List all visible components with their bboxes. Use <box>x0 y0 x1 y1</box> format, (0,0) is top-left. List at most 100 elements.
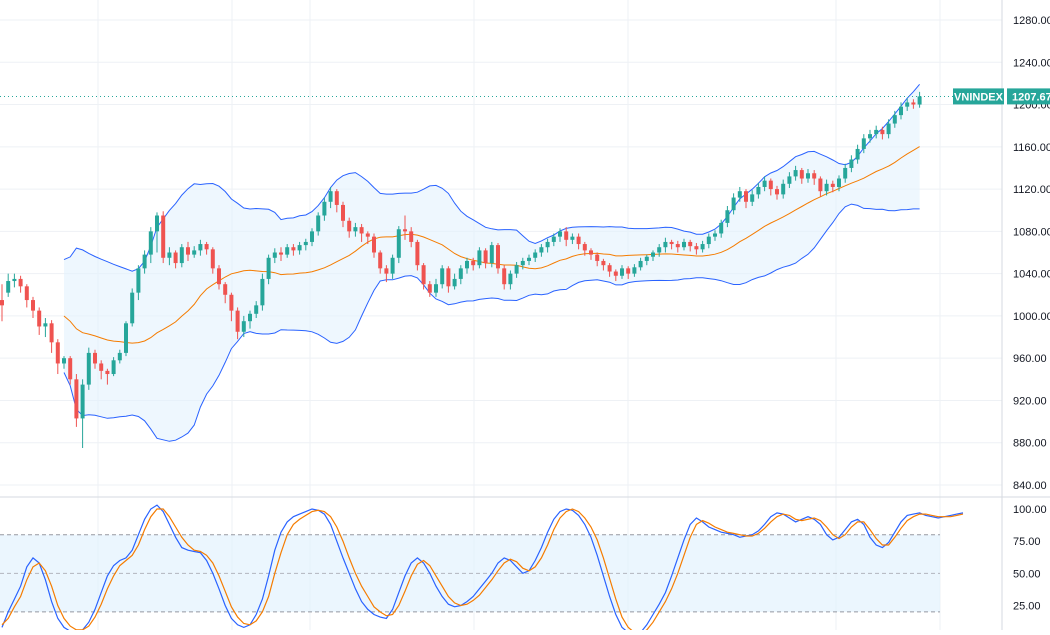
candle[interactable] <box>626 266 631 279</box>
candle[interactable] <box>533 249 538 263</box>
candle[interactable] <box>217 265 221 290</box>
candle[interactable] <box>359 223 364 242</box>
candle[interactable] <box>768 178 773 196</box>
candle[interactable] <box>80 379 85 449</box>
candle[interactable] <box>725 206 730 228</box>
candle[interactable] <box>372 233 376 258</box>
candle[interactable] <box>744 189 748 209</box>
candle[interactable] <box>155 212 159 253</box>
candle[interactable] <box>564 227 569 247</box>
candle[interactable] <box>111 357 116 377</box>
candle[interactable] <box>713 230 717 241</box>
candle[interactable] <box>130 288 135 327</box>
candle[interactable] <box>793 165 798 181</box>
candle[interactable] <box>49 320 54 353</box>
candle[interactable] <box>465 257 469 274</box>
candle[interactable] <box>601 258 606 271</box>
candle[interactable] <box>892 110 897 128</box>
candle[interactable] <box>223 282 228 304</box>
candle[interactable] <box>483 248 488 269</box>
candle[interactable] <box>124 321 128 357</box>
candle[interactable] <box>514 262 519 278</box>
candle[interactable] <box>434 278 438 297</box>
candle[interactable] <box>477 247 482 269</box>
candle[interactable] <box>173 250 178 269</box>
candle[interactable] <box>210 247 215 274</box>
candle[interactable] <box>911 99 916 109</box>
candle[interactable] <box>192 246 197 258</box>
candle[interactable] <box>254 301 259 319</box>
candle[interactable] <box>589 248 593 260</box>
candle[interactable] <box>570 233 575 245</box>
candle[interactable] <box>86 347 91 390</box>
candle[interactable] <box>849 155 854 173</box>
candle[interactable] <box>781 179 786 199</box>
candle[interactable] <box>24 284 29 308</box>
candle[interactable] <box>409 227 414 248</box>
candle[interactable] <box>737 186 742 202</box>
candle[interactable] <box>99 360 104 380</box>
candle[interactable] <box>886 119 891 139</box>
candle[interactable] <box>824 179 829 196</box>
candle[interactable] <box>917 91 922 108</box>
candle[interactable] <box>353 222 358 237</box>
candle[interactable] <box>229 292 234 322</box>
candle[interactable] <box>545 238 550 253</box>
candle[interactable] <box>365 231 370 245</box>
candle[interactable] <box>347 217 352 238</box>
candle[interactable] <box>384 265 389 283</box>
candle[interactable] <box>762 176 767 192</box>
candle[interactable] <box>18 275 23 293</box>
candle[interactable] <box>452 273 457 290</box>
candle[interactable] <box>279 247 283 261</box>
candle[interactable] <box>396 226 401 264</box>
candle[interactable] <box>837 175 841 192</box>
candle[interactable] <box>799 167 804 184</box>
candle[interactable] <box>148 227 153 264</box>
candle[interactable] <box>899 102 903 120</box>
candle[interactable] <box>651 250 655 261</box>
candle[interactable] <box>843 163 848 183</box>
candle[interactable] <box>68 356 73 385</box>
candle[interactable] <box>316 212 321 236</box>
candle[interactable] <box>341 201 345 228</box>
candle[interactable] <box>508 270 513 290</box>
candle[interactable] <box>694 242 699 255</box>
candle[interactable] <box>12 273 17 288</box>
candle[interactable] <box>421 263 426 290</box>
candle[interactable] <box>266 254 271 285</box>
candle[interactable] <box>105 368 110 385</box>
candle[interactable] <box>248 310 252 329</box>
candle[interactable] <box>334 189 339 213</box>
candle[interactable] <box>638 257 643 271</box>
candlestick-series[interactable] <box>0 91 1002 449</box>
candle[interactable] <box>756 182 761 199</box>
candle[interactable] <box>489 241 494 268</box>
candle[interactable] <box>632 264 637 277</box>
candle[interactable] <box>161 211 166 264</box>
candle[interactable] <box>179 244 184 268</box>
candle[interactable] <box>657 244 662 257</box>
candle[interactable] <box>620 265 624 279</box>
candle[interactable] <box>74 374 79 427</box>
candle[interactable] <box>806 169 810 183</box>
candle[interactable] <box>496 242 500 274</box>
candle[interactable] <box>502 265 507 290</box>
candle[interactable] <box>291 244 296 256</box>
candle[interactable] <box>731 193 736 215</box>
candle[interactable] <box>675 240 680 253</box>
candle[interactable] <box>390 254 395 279</box>
candle[interactable] <box>669 239 674 250</box>
candle[interactable] <box>855 144 860 164</box>
candle[interactable] <box>198 239 203 256</box>
candle[interactable] <box>446 266 451 293</box>
candle[interactable] <box>874 125 879 139</box>
candle[interactable] <box>576 233 581 250</box>
candle[interactable] <box>440 265 445 289</box>
candle[interactable] <box>471 257 476 271</box>
candle[interactable] <box>272 248 277 264</box>
candle[interactable] <box>706 233 711 249</box>
candle[interactable] <box>285 244 290 258</box>
